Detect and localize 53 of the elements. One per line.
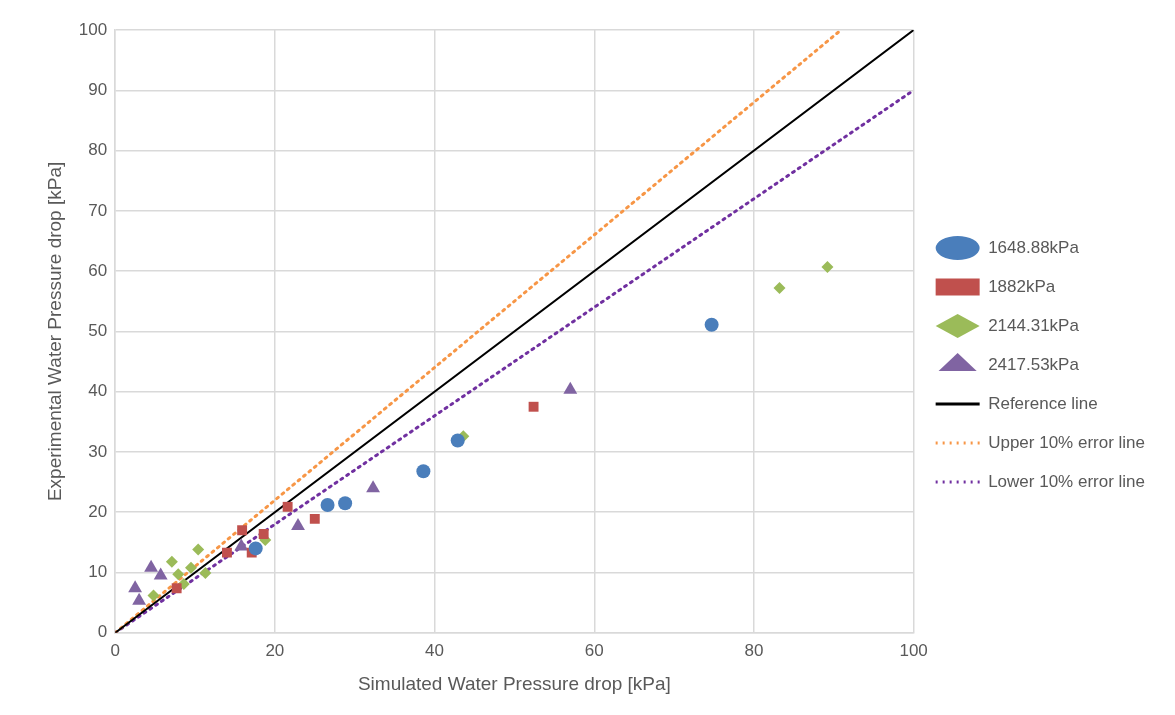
point bbox=[165, 555, 178, 568]
legend-label: Upper 10% error line bbox=[988, 432, 1146, 452]
legend-label: 1882kPa bbox=[988, 276, 1056, 296]
point bbox=[132, 592, 147, 605]
y-tick-label: 10 bbox=[88, 562, 108, 582]
point bbox=[416, 464, 431, 479]
legend-label: 1648.88kPa bbox=[988, 237, 1080, 257]
point bbox=[222, 547, 232, 558]
y-tick-label: 0 bbox=[97, 622, 108, 642]
point bbox=[234, 538, 249, 551]
y-tick-label: 90 bbox=[88, 79, 108, 99]
point bbox=[237, 525, 248, 536]
x-tick-label: 40 bbox=[425, 640, 445, 660]
point bbox=[450, 433, 465, 448]
legend-label: Reference line bbox=[988, 393, 1098, 413]
legend-label: Lower 10% error line bbox=[988, 471, 1146, 491]
x-tick-label: 60 bbox=[584, 640, 604, 660]
point bbox=[171, 583, 182, 594]
legend-label: 2144.31kPa bbox=[988, 315, 1080, 335]
point bbox=[320, 498, 335, 513]
point bbox=[309, 513, 320, 524]
point bbox=[248, 541, 263, 556]
point bbox=[128, 580, 143, 593]
x-tick-label: 80 bbox=[744, 640, 764, 660]
y-tick-label: 100 bbox=[78, 19, 108, 39]
point bbox=[144, 559, 159, 572]
x-tick-label: 20 bbox=[265, 640, 285, 660]
y-tick-label: 70 bbox=[88, 200, 108, 220]
y-tick-label: 20 bbox=[88, 501, 108, 521]
point bbox=[338, 496, 353, 511]
y-tick-label: 50 bbox=[88, 321, 108, 341]
point bbox=[704, 317, 719, 332]
legend-label: 2417.53kPa bbox=[988, 354, 1080, 374]
point bbox=[192, 543, 205, 556]
point bbox=[528, 401, 539, 412]
x-axis-title: Simulated Water Pressure drop [kPa] bbox=[357, 672, 671, 694]
y-axis-title: Experimental Water Pressure drop [kPa] bbox=[43, 161, 65, 502]
point bbox=[199, 567, 212, 580]
point bbox=[147, 589, 160, 602]
y-tick-label: 80 bbox=[88, 140, 108, 160]
point bbox=[185, 561, 198, 574]
y-tick-label: 60 bbox=[88, 260, 108, 280]
point bbox=[153, 567, 168, 580]
point bbox=[258, 528, 269, 539]
x-tick-label: 100 bbox=[899, 640, 928, 660]
point bbox=[366, 480, 380, 493]
point bbox=[172, 568, 185, 581]
point bbox=[773, 282, 786, 294]
y-tick-label: 30 bbox=[88, 441, 108, 461]
y-tick-label: 40 bbox=[88, 381, 108, 401]
point bbox=[291, 518, 305, 531]
point bbox=[821, 260, 834, 273]
point bbox=[282, 501, 293, 512]
